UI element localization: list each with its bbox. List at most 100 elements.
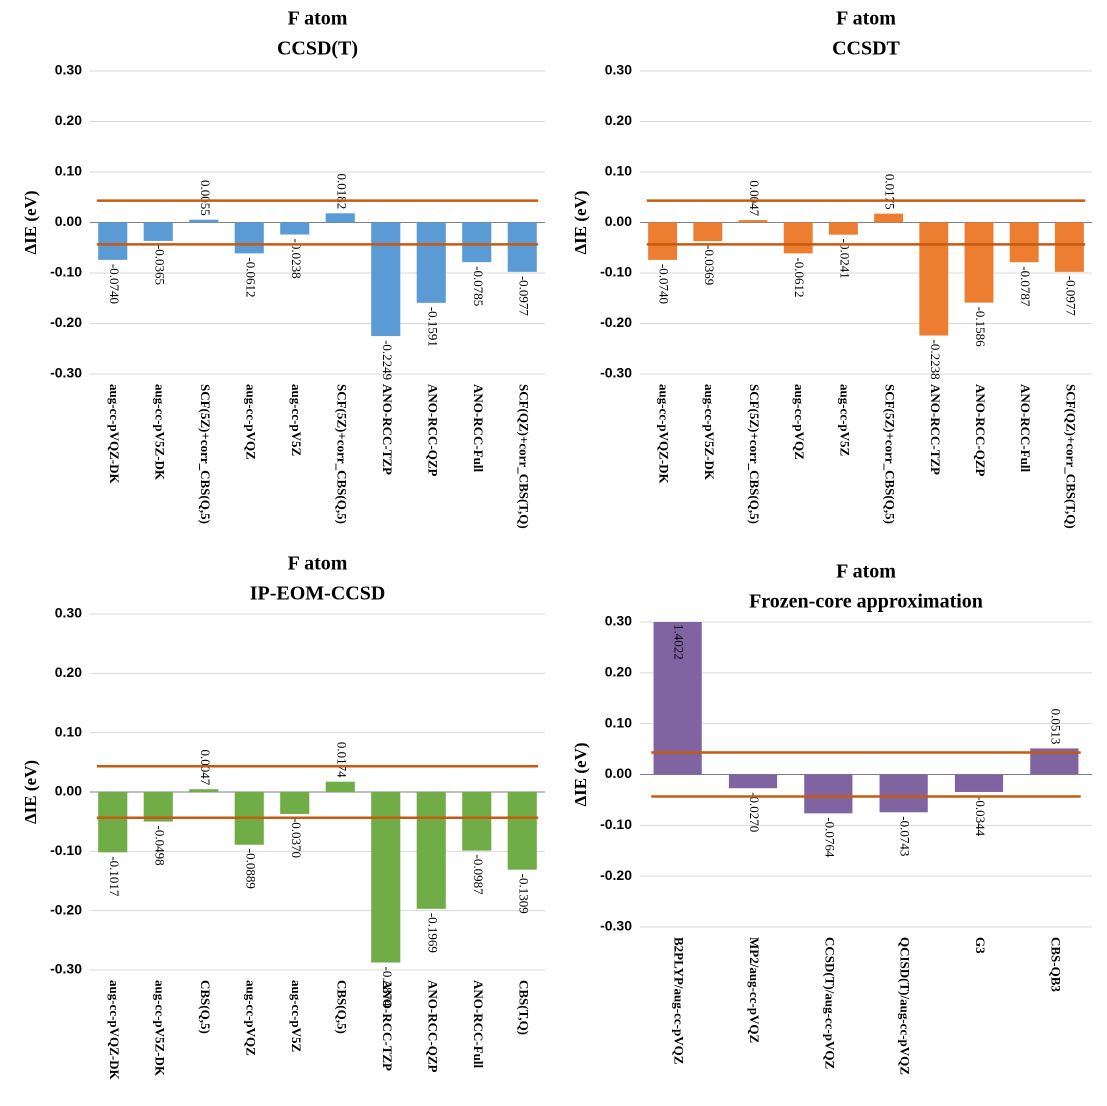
y-tick-label: 0.20 (605, 112, 632, 128)
value-label: -0.0365 (152, 245, 167, 285)
x-tick-label: aug-cc-pV5Z-DK (152, 384, 167, 481)
chart-panel: F atom IP-EOM-CCSD ΔIE (eV) 0.30 0.20 0.10 0.0… (21, 553, 545, 1081)
y-axis-label: ΔIE (eV) (571, 190, 590, 254)
value-label: -0.1017 (107, 856, 122, 897)
y-tick-label: 0.00 (55, 783, 82, 799)
value-label: -0.0977 (1063, 276, 1078, 317)
x-tick-label: ANO-RCC-TZP (928, 384, 943, 475)
value-label: -0.0238 (289, 239, 304, 279)
x-tick-label: CBS(T,Q) (516, 980, 531, 1035)
x-tick-label: SCF(5Z)+corr_CBS(Q,5) (198, 384, 213, 524)
value-label: 0.0513 (1048, 709, 1063, 745)
x-tick-label: SCF(5Z)+corr_CBS(Q,5) (747, 384, 762, 524)
value-label: 0.0174 (334, 742, 349, 778)
bar (462, 222, 492, 263)
value-label: 0.0047 (747, 180, 762, 216)
bar (507, 792, 537, 870)
y-tick-label: -0.20 (50, 314, 82, 330)
value-label: -0.0743 (898, 816, 913, 856)
x-tick-label: CBS-QB3 (1048, 937, 1063, 992)
bar (98, 792, 128, 853)
bar (879, 774, 928, 813)
x-tick-label: CBS(Q,5) (334, 980, 349, 1034)
bar (280, 222, 310, 235)
bar (1009, 222, 1039, 263)
bar (964, 222, 994, 303)
y-tick-label: 0.20 (55, 664, 82, 680)
value-label: -0.0370 (289, 818, 304, 858)
value-label: 0.0055 (198, 180, 213, 216)
value-label: -0.0369 (702, 245, 717, 285)
x-tick-label: aug-cc-pV5Z-DK (702, 384, 717, 481)
x-tick-label: SCF(5Z)+corr_CBS(Q,5) (883, 384, 898, 524)
x-tick-label: CCSD(T)/aug-cc-pVQZ (822, 937, 837, 1069)
bar (954, 774, 1004, 792)
bar (189, 219, 219, 223)
value-label: -0.1309 (516, 874, 531, 914)
y-tick-label: -0.10 (600, 816, 632, 832)
chart-title: F atom (288, 8, 348, 30)
bar (462, 792, 492, 851)
bar (416, 792, 446, 909)
x-tick-label: ANO-RCC-Full (471, 980, 486, 1068)
x-tick-label: SCF(QZ)+corr_CBS(T,Q) (1063, 384, 1078, 529)
x-tick-label: SCF(5Z)+corr_CBS(Q,5) (334, 384, 349, 524)
x-tick-label: ANO-RCC-Full (471, 384, 486, 472)
x-tick-label: CBS(Q,5) (198, 980, 213, 1034)
x-tick-label: G3 (973, 937, 988, 954)
value-label: -0.0612 (792, 257, 807, 297)
value-label: -0.0785 (471, 266, 486, 306)
x-tick-label: aug-cc-pV5Z (289, 384, 304, 457)
bar (728, 774, 778, 789)
y-tick-label: 0.10 (55, 163, 82, 179)
value-label: -0.0740 (657, 264, 672, 304)
y-tick-label: -0.30 (50, 961, 82, 977)
x-tick-label: aug-cc-pVQZ-DK (657, 384, 672, 485)
bar (648, 222, 678, 260)
value-label: -0.0977 (516, 276, 531, 317)
x-tick-label: aug-cc-pV5Z-DK (152, 980, 167, 1077)
bar (280, 792, 310, 814)
value-label: -0.1969 (425, 913, 440, 953)
y-tick-label: -0.30 (600, 365, 632, 381)
y-tick-label: 0.20 (605, 664, 632, 680)
bar (738, 220, 768, 223)
chart-panel: F atom CCSD(T) ΔIE (eV) 0.30 0.20 0.10 0.00 -0.… (21, 8, 545, 529)
value-label: 0.0175 (883, 174, 898, 210)
x-tick-label: aug-cc-pV5Z (837, 384, 852, 457)
y-tick-label: 0.00 (605, 213, 632, 229)
y-tick-label: -0.10 (50, 264, 82, 280)
bar (783, 222, 813, 254)
chart-panel: F atom CCSDT ΔIE (eV) 0.30 0.20 0.10 0.00 -0.10… (571, 8, 1092, 529)
value-label: -0.2238 (928, 340, 943, 380)
bar (98, 222, 128, 260)
y-tick-label: -0.20 (50, 901, 82, 917)
x-tick-label: aug-cc-pV5Z (289, 980, 304, 1053)
y-tick-label: 0.30 (605, 613, 632, 629)
bar (416, 222, 446, 303)
x-tick-label: aug-cc-pVQZ-DK (107, 384, 122, 485)
x-tick-label: SCF(QZ)+corr_CBS(T,Q) (516, 384, 531, 529)
x-tick-label: aug-cc-pVQZ-DK (107, 980, 122, 1081)
value-label: -0.1586 (973, 307, 988, 348)
bar (919, 222, 949, 336)
y-axis-label: ΔIE (eV) (571, 742, 590, 806)
x-tick-label: ANO-RCC-QZP (973, 384, 988, 476)
y-tick-label: -0.30 (50, 365, 82, 381)
value-label: -0.0498 (152, 826, 167, 866)
bar (189, 789, 219, 792)
y-tick-label: -0.20 (600, 314, 632, 330)
value-label: -0.0241 (837, 239, 852, 279)
bar (143, 222, 173, 241)
bar (653, 622, 702, 775)
y-tick-label: 0.30 (55, 62, 82, 78)
y-tick-label: 0.00 (55, 213, 82, 229)
bar (371, 222, 401, 337)
chart-subtitle: CCSDT (832, 38, 900, 60)
value-label: -0.2249 (380, 340, 395, 380)
x-tick-label: aug-cc-pVQZ (243, 980, 258, 1056)
y-tick-label: 0.30 (55, 605, 82, 621)
x-tick-label: MP2/aug-cc-pVQZ (747, 937, 762, 1043)
y-tick-label: -0.10 (600, 264, 632, 280)
